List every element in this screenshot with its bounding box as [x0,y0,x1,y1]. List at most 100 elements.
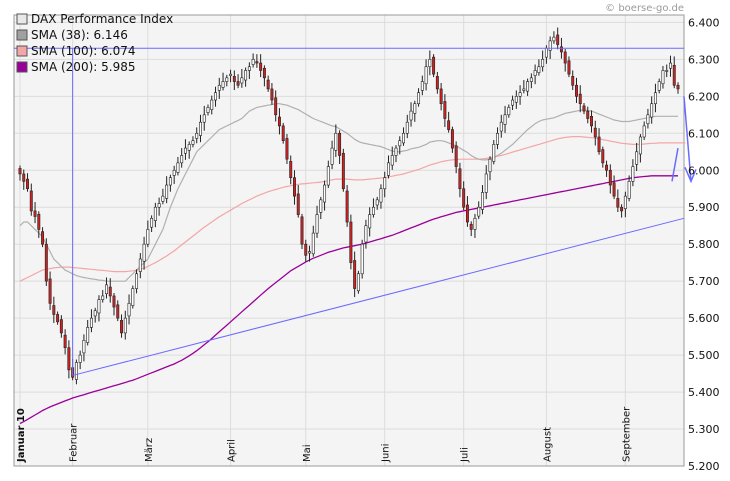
candle-body [465,204,469,223]
candle-body [281,125,285,141]
candle-body [627,181,631,199]
candle-body [578,93,582,105]
candle-body [559,46,563,53]
candles [18,27,680,385]
candle-body [63,334,67,349]
candle-body [18,168,22,175]
candle-body [191,140,195,145]
candle-body [605,164,609,171]
candle-body [146,229,150,245]
candle-body [556,34,560,45]
candle-body [168,177,172,186]
candle-body [669,62,672,69]
candle-body [334,132,338,151]
x-tick-label: Januar 10 [16,408,27,463]
candle-body [462,188,466,208]
x-tick-label: Juli [460,447,471,463]
candle-body [26,178,29,190]
watermark-text: © boerse-go.de [605,3,684,14]
candle-body [642,125,646,138]
legend-swatch [16,45,28,57]
y-tick-label: 5.600 [688,312,720,325]
y-tick-label: 6.000 [688,164,720,177]
legend-label: SMA (200): 5.985 [31,60,135,74]
candle-body [563,51,567,64]
candle-body [481,192,484,210]
candle-body [311,232,315,255]
sma-38-line [19,103,678,282]
candle-body [507,107,511,116]
candle-body [161,195,165,202]
candle-body [432,56,436,75]
candle-body [59,319,63,334]
candle-body [450,129,454,149]
candle-body [657,81,661,91]
candle-body [390,155,394,166]
legend-swatch [16,61,28,73]
candle-body [469,223,473,230]
candle-body [262,67,266,79]
x-tick-label: September [621,406,632,462]
candle-body [300,216,304,245]
candle-body [78,354,82,363]
candle-body [93,310,97,317]
candle-body [323,184,327,203]
candle-body [120,320,123,334]
y-tick-label: 5.300 [688,423,720,436]
candle-body [56,314,60,323]
candle-body [360,243,364,275]
candle-body [635,151,639,165]
candle-body [518,92,522,97]
candle-body [661,70,665,85]
candle-body [33,210,37,217]
candle-body [135,273,139,289]
candle-body [428,59,432,68]
candle-body [217,84,221,91]
candle-body [586,110,590,119]
candle-body [108,286,112,297]
candle-body [398,140,402,147]
candle-body [277,116,281,127]
candle-body [48,278,52,304]
candle-body [371,206,375,215]
candle-body [413,103,417,114]
candle-body [533,70,537,76]
candle-body [229,73,233,76]
candle-body [548,40,552,51]
candle-body [356,273,360,292]
candle-body [285,138,289,160]
legend-swatch [16,13,28,25]
candle-body [526,81,530,92]
candle-body [82,340,86,354]
candle-body [270,88,274,101]
candle-body [123,317,127,334]
candle-body [529,77,533,82]
candle-body [37,213,41,230]
candle-body [247,66,251,71]
candle-body [387,162,390,176]
candle-body [665,70,669,72]
candle-body [89,317,93,328]
y-tick-label: 5.800 [688,238,720,251]
down-arrow-shaft [683,96,692,182]
sma-200-line [19,175,678,425]
candle-body [620,206,624,212]
plot-area [14,15,684,466]
candle-body [496,132,499,145]
candle-body [616,198,620,208]
candle-body [232,76,236,82]
candle-body [420,81,424,91]
y-tick-label: 6.300 [688,53,720,66]
candle-body [315,214,319,234]
candle-body [353,260,357,289]
candle-body [511,99,515,106]
x-tick-label: Mai [302,444,313,462]
y-tick-label: 6.400 [688,16,720,29]
y-tick-label: 5.900 [688,201,720,214]
candle-body [646,114,650,124]
sma-100-line [19,136,686,282]
sma-lines [19,103,686,425]
candle-body [251,59,255,65]
candle-body [225,77,229,82]
candle-body [571,76,575,86]
